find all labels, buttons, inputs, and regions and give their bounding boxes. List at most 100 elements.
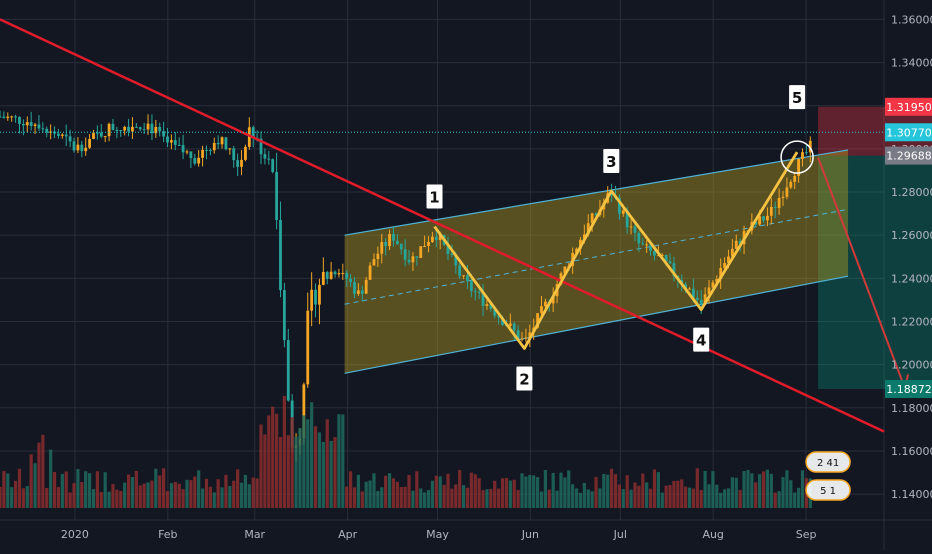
candle-body xyxy=(21,123,25,126)
candle-body xyxy=(664,254,668,262)
volume-bar xyxy=(103,472,107,508)
volume-bar xyxy=(352,487,357,508)
y-tick-label: 1.22000 xyxy=(891,315,932,328)
candle-body xyxy=(329,271,333,279)
volume-bar xyxy=(228,486,232,508)
volume-bar xyxy=(0,486,2,508)
volume-bar xyxy=(750,473,754,508)
volume-bar xyxy=(796,487,801,508)
volume-bar xyxy=(372,473,376,508)
candle-body xyxy=(477,291,481,293)
volume-bar xyxy=(403,486,407,508)
volume-bar xyxy=(64,471,68,508)
candle-body xyxy=(485,304,489,306)
candle-body xyxy=(524,337,528,339)
candle-body xyxy=(688,288,691,290)
candle-body xyxy=(789,181,793,188)
volume-bar xyxy=(349,471,353,508)
y-tick-label: 1.36000 xyxy=(891,13,932,26)
candle-body xyxy=(107,123,111,137)
candle-body xyxy=(645,244,649,246)
candle-body xyxy=(236,160,240,167)
volume-bar xyxy=(13,480,18,508)
candle-body xyxy=(781,196,785,198)
candle-body xyxy=(99,132,103,137)
volume-bar xyxy=(652,469,657,508)
take-profit-zone xyxy=(818,155,932,389)
volume-bar xyxy=(130,477,135,508)
candle-body xyxy=(415,256,419,258)
candle-body xyxy=(672,263,676,276)
candle-body xyxy=(325,272,329,279)
candle-body xyxy=(115,129,119,131)
candle-body xyxy=(446,244,450,255)
volume-bar xyxy=(162,468,166,508)
candle-body xyxy=(193,158,197,164)
volume-bar xyxy=(680,479,684,508)
candle-body xyxy=(68,136,72,142)
candle-body xyxy=(212,143,216,151)
candle-body xyxy=(699,299,703,305)
candle-body xyxy=(57,133,60,136)
volume-bar xyxy=(33,463,37,508)
volume-bar xyxy=(17,468,22,508)
volume-bar xyxy=(606,474,610,508)
volume-bar xyxy=(391,478,396,508)
candle-body xyxy=(497,315,501,318)
volume-bar xyxy=(177,483,181,508)
volume-bar xyxy=(633,482,637,508)
projection-arrow-line xyxy=(817,157,906,389)
volume-bar xyxy=(236,469,240,508)
candle-body xyxy=(411,256,415,263)
volume-bar xyxy=(668,485,672,508)
candle-body xyxy=(462,275,465,277)
volume-bar xyxy=(528,474,532,508)
volume-bar xyxy=(648,488,653,508)
candle-body xyxy=(14,116,17,118)
candle-body xyxy=(520,338,524,340)
volume-bar xyxy=(286,435,290,508)
volume-bar xyxy=(99,492,103,508)
volume-bar xyxy=(423,492,427,508)
x-tick-label: May xyxy=(426,528,449,541)
volume-bar xyxy=(687,487,692,508)
wave-label-4: 4 xyxy=(696,332,706,350)
volume-bar xyxy=(142,483,146,508)
candle-body xyxy=(162,131,166,137)
volume-bar xyxy=(341,414,345,508)
descending-trendline xyxy=(0,18,885,433)
candle-body xyxy=(88,138,91,148)
candle-body xyxy=(92,132,95,139)
candle-body xyxy=(621,210,625,214)
volume-bar xyxy=(91,489,96,508)
candle-body xyxy=(512,323,516,331)
candle-body xyxy=(594,213,598,216)
volume-bar xyxy=(29,454,33,508)
candle-body xyxy=(450,254,454,256)
volume-bar xyxy=(691,488,696,508)
volume-bar xyxy=(610,468,614,508)
volume-bar xyxy=(684,486,688,508)
candle-body xyxy=(754,221,758,225)
volume-bar xyxy=(532,475,536,508)
volume-group xyxy=(0,395,812,508)
candle-body xyxy=(142,129,146,131)
candle-body xyxy=(251,127,255,138)
volume-bar xyxy=(442,484,446,508)
candle-body xyxy=(395,240,399,245)
volume-bar xyxy=(181,489,185,508)
candle-body xyxy=(610,193,614,196)
candle-body xyxy=(801,152,804,159)
volume-bar xyxy=(672,480,676,508)
candle-body xyxy=(423,245,427,247)
price-axis-label-text: 1.29688 xyxy=(886,150,932,163)
candle-body xyxy=(489,304,493,310)
candle-body xyxy=(649,244,652,252)
candle-body xyxy=(633,226,637,233)
candle-body xyxy=(244,146,247,160)
candle-body xyxy=(72,141,76,151)
wave-label-box xyxy=(603,148,620,173)
volume-bar xyxy=(734,477,738,508)
